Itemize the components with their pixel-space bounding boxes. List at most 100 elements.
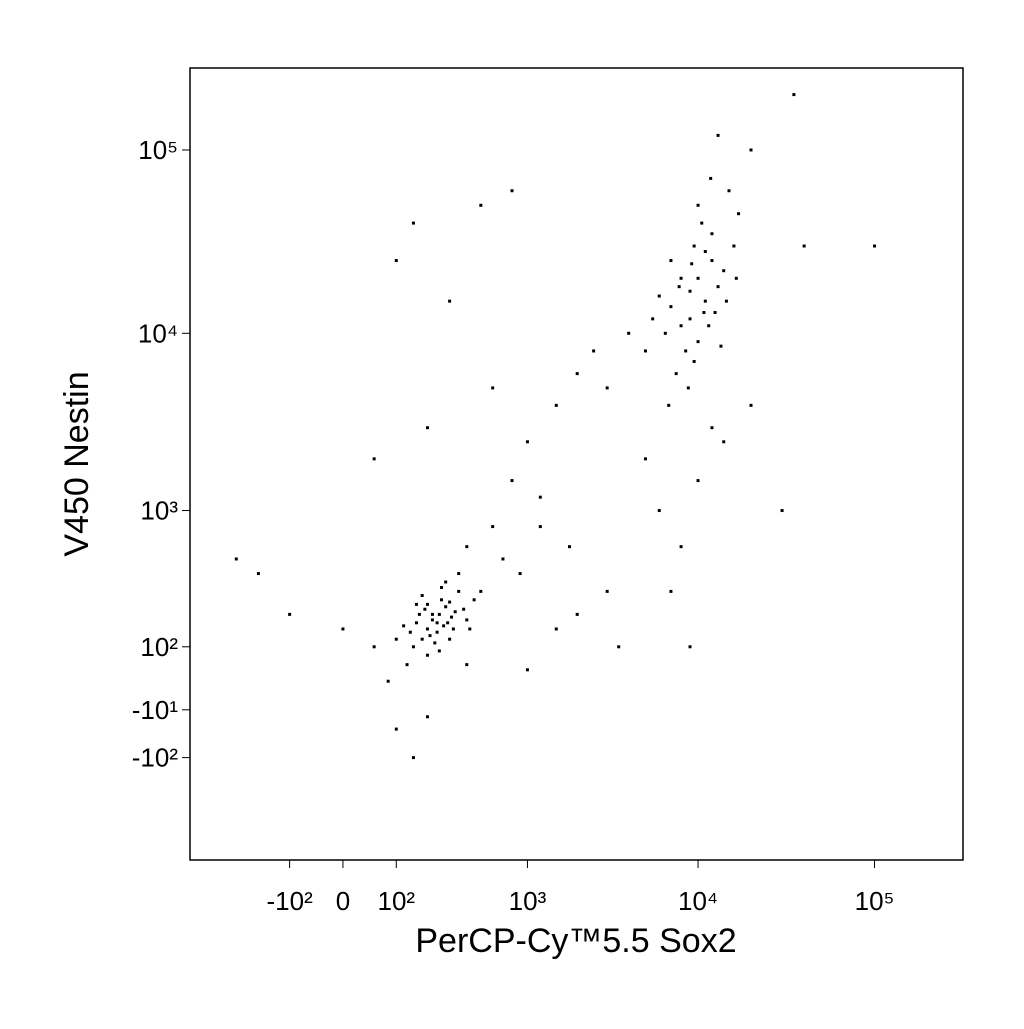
point <box>386 679 390 683</box>
point <box>405 663 409 667</box>
point <box>440 585 444 589</box>
point <box>702 311 706 315</box>
point <box>679 276 683 280</box>
point <box>394 727 398 731</box>
point <box>372 645 376 649</box>
point <box>288 612 292 616</box>
point <box>802 244 806 248</box>
point <box>716 133 720 137</box>
point <box>442 624 446 628</box>
point <box>792 93 796 97</box>
point <box>703 250 707 254</box>
point <box>643 457 647 461</box>
point <box>688 289 692 293</box>
point <box>674 372 678 376</box>
point <box>510 479 514 483</box>
point <box>696 276 700 280</box>
point <box>491 525 495 529</box>
point <box>425 627 429 631</box>
point <box>420 593 424 597</box>
point <box>737 212 741 216</box>
point <box>430 618 434 622</box>
point <box>479 203 483 207</box>
point <box>234 557 238 561</box>
point <box>408 630 412 634</box>
point <box>651 317 655 321</box>
point <box>525 668 529 672</box>
point <box>592 349 596 353</box>
y-tick-label: 10⁵ <box>138 135 178 165</box>
point <box>428 634 432 638</box>
y-tick-label: -10¹ <box>132 695 179 725</box>
point <box>692 359 696 363</box>
point <box>710 259 714 263</box>
point <box>692 244 696 248</box>
point <box>451 627 455 631</box>
point <box>709 176 713 180</box>
point <box>420 637 424 641</box>
point <box>719 344 723 348</box>
point <box>710 232 714 236</box>
point <box>448 299 452 303</box>
point <box>433 641 437 645</box>
point <box>414 621 418 625</box>
point <box>749 148 753 152</box>
point <box>575 612 579 616</box>
point <box>444 605 448 609</box>
plot-frame <box>189 67 964 861</box>
point <box>710 426 714 430</box>
point <box>430 612 434 616</box>
x-tick-label: -10² <box>266 886 313 916</box>
x-tick-label: 10⁴ <box>678 886 718 916</box>
point <box>417 612 421 616</box>
point <box>394 259 398 263</box>
point <box>457 572 461 576</box>
point <box>538 525 542 529</box>
point <box>605 386 609 390</box>
point <box>414 602 418 606</box>
point <box>722 269 726 273</box>
point <box>510 189 514 193</box>
point <box>688 645 692 649</box>
point <box>679 324 683 328</box>
point <box>425 715 429 719</box>
point <box>538 495 542 499</box>
point <box>749 403 753 407</box>
point <box>554 627 558 631</box>
point <box>394 637 398 641</box>
point <box>457 589 461 593</box>
point <box>468 627 472 631</box>
x-tick-label: 10⁵ <box>855 886 895 916</box>
x-tick-label: 10² <box>377 886 415 916</box>
y-tick-label: 10³ <box>140 496 178 526</box>
point <box>780 509 784 513</box>
point <box>411 756 415 760</box>
point <box>448 600 452 604</box>
point <box>491 386 495 390</box>
point <box>465 545 469 549</box>
point <box>669 589 673 593</box>
point <box>435 621 439 625</box>
point <box>448 637 452 641</box>
point <box>617 645 621 649</box>
point <box>722 440 726 444</box>
point <box>679 545 683 549</box>
point <box>627 331 631 335</box>
point <box>501 557 505 561</box>
y-tick-label: 10² <box>140 632 178 662</box>
y-axis-label: V450 Nestin <box>58 371 96 556</box>
point <box>479 589 483 593</box>
point <box>605 589 609 593</box>
point <box>256 572 260 576</box>
point <box>425 426 429 430</box>
point <box>690 262 694 266</box>
point <box>411 645 415 649</box>
x-tick-label: 10³ <box>509 886 547 916</box>
point <box>696 203 700 207</box>
point <box>465 663 469 667</box>
point <box>465 618 469 622</box>
point <box>669 305 673 309</box>
point <box>568 545 572 549</box>
point <box>425 653 429 657</box>
